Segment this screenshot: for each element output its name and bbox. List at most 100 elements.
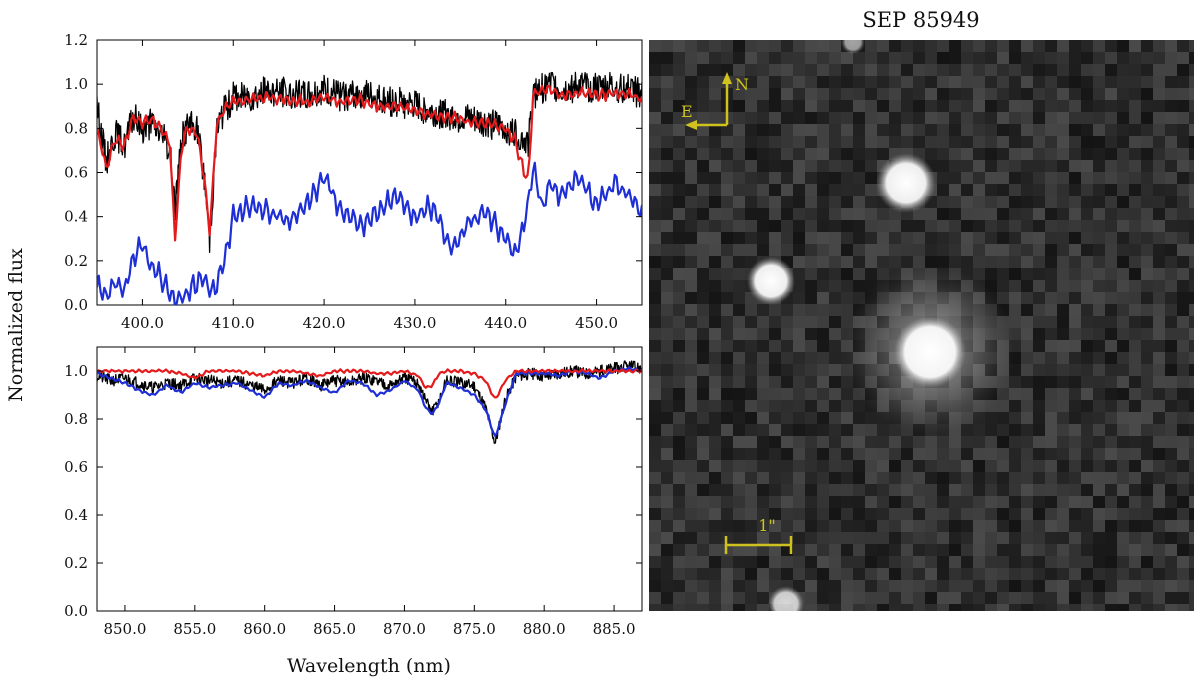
- image-pixel: [901, 436, 913, 448]
- image-pixel: [1093, 532, 1105, 544]
- image-pixel: [1033, 136, 1045, 148]
- image-pixel: [949, 508, 961, 520]
- image-pixel: [709, 232, 721, 244]
- image-pixel: [649, 316, 661, 328]
- image-pixel: [1177, 196, 1189, 208]
- image-pixel: [1081, 124, 1093, 136]
- image-pixel: [661, 220, 673, 232]
- image-pixel: [1141, 100, 1153, 112]
- image-pixel: [709, 256, 721, 268]
- image-pixel: [901, 544, 913, 556]
- image-pixel: [685, 496, 697, 508]
- image-pixel: [1045, 316, 1057, 328]
- image-pixel: [1045, 40, 1057, 52]
- image-pixel: [793, 220, 805, 232]
- image-pixel: [1165, 88, 1177, 100]
- image-pixel: [769, 484, 781, 496]
- image-pixel: [1081, 40, 1093, 52]
- image-pixel: [997, 184, 1009, 196]
- image-pixel: [781, 316, 793, 328]
- image-pixel: [1057, 76, 1069, 88]
- image-pixel: [1189, 112, 1194, 124]
- image-pixel: [1021, 100, 1033, 112]
- image-pixel: [817, 136, 829, 148]
- image-pixel: [865, 208, 877, 220]
- image-pixel: [793, 88, 805, 100]
- image-pixel: [757, 496, 769, 508]
- image-pixel: [1045, 472, 1057, 484]
- image-pixel: [829, 352, 841, 364]
- image-pixel: [1165, 376, 1177, 388]
- image-pixel: [853, 208, 865, 220]
- image-pixel: [769, 232, 781, 244]
- image-pixel: [1165, 172, 1177, 184]
- image-pixel: [1141, 604, 1153, 611]
- image-pixel: [1093, 88, 1105, 100]
- image-pixel: [1165, 268, 1177, 280]
- image-pixel: [697, 508, 709, 520]
- image-pixel: [817, 532, 829, 544]
- image-pixel: [997, 424, 1009, 436]
- image-pixel: [1069, 184, 1081, 196]
- image-pixel: [757, 172, 769, 184]
- image-pixel: [1189, 220, 1194, 232]
- image-pixel: [757, 208, 769, 220]
- image-pixel: [1129, 328, 1141, 340]
- image-pixel: [1165, 136, 1177, 148]
- image-pixel: [649, 520, 661, 532]
- image-pixel: [1069, 448, 1081, 460]
- image-pixel: [745, 568, 757, 580]
- image-pixel: [805, 508, 817, 520]
- image-pixel: [1009, 448, 1021, 460]
- image-pixel: [685, 568, 697, 580]
- image-pixel: [925, 208, 937, 220]
- image-pixel: [1033, 400, 1045, 412]
- image-pixel: [1153, 304, 1165, 316]
- image-pixel: [1105, 496, 1117, 508]
- image-pixel: [949, 556, 961, 568]
- image-pixel: [1117, 292, 1129, 304]
- image-pixel: [1165, 340, 1177, 352]
- x-axis-label: Wavelength (nm): [287, 655, 451, 677]
- image-pixel: [1033, 328, 1045, 340]
- image-pixel: [1069, 256, 1081, 268]
- image-pixel: [1165, 112, 1177, 124]
- image-pixel: [805, 64, 817, 76]
- image-pixel: [841, 280, 853, 292]
- image-pixel: [829, 64, 841, 76]
- image-pixel: [781, 172, 793, 184]
- image-pixel: [1057, 148, 1069, 160]
- image-pixel: [1117, 76, 1129, 88]
- image-pixel: [889, 496, 901, 508]
- image-pixel: [673, 424, 685, 436]
- image-pixel: [949, 196, 961, 208]
- image-pixel: [673, 148, 685, 160]
- image-pixel: [985, 544, 997, 556]
- image-pixel: [673, 544, 685, 556]
- image-pixel: [877, 532, 889, 544]
- image-pixel: [661, 460, 673, 472]
- top-x-tick-label: 430.0: [393, 314, 436, 332]
- image-pixel: [925, 556, 937, 568]
- image-pixel: [745, 424, 757, 436]
- image-pixel: [685, 232, 697, 244]
- image-pixel: [997, 280, 1009, 292]
- image-pixel: [829, 88, 841, 100]
- image-pixel: [685, 196, 697, 208]
- image-pixel: [649, 88, 661, 100]
- image-pixel: [1081, 136, 1093, 148]
- image-pixel: [1141, 340, 1153, 352]
- image-pixel: [1177, 460, 1189, 472]
- image-pixel: [877, 484, 889, 496]
- image-pixel: [733, 304, 745, 316]
- image-pixel: [793, 532, 805, 544]
- image-pixel: [961, 484, 973, 496]
- image-pixel: [901, 604, 913, 611]
- image-pixel: [1081, 184, 1093, 196]
- image-pixel: [1153, 412, 1165, 424]
- image-pixel: [685, 244, 697, 256]
- image-pixel: [1165, 292, 1177, 304]
- image-pixel: [877, 256, 889, 268]
- image-pixel: [661, 124, 673, 136]
- image-pixel: [1117, 52, 1129, 64]
